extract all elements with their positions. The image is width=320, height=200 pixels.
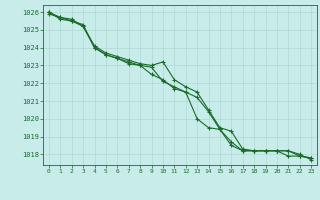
Text: Graphe pression niveau de la mer (hPa): Graphe pression niveau de la mer (hPa) bbox=[58, 185, 262, 194]
